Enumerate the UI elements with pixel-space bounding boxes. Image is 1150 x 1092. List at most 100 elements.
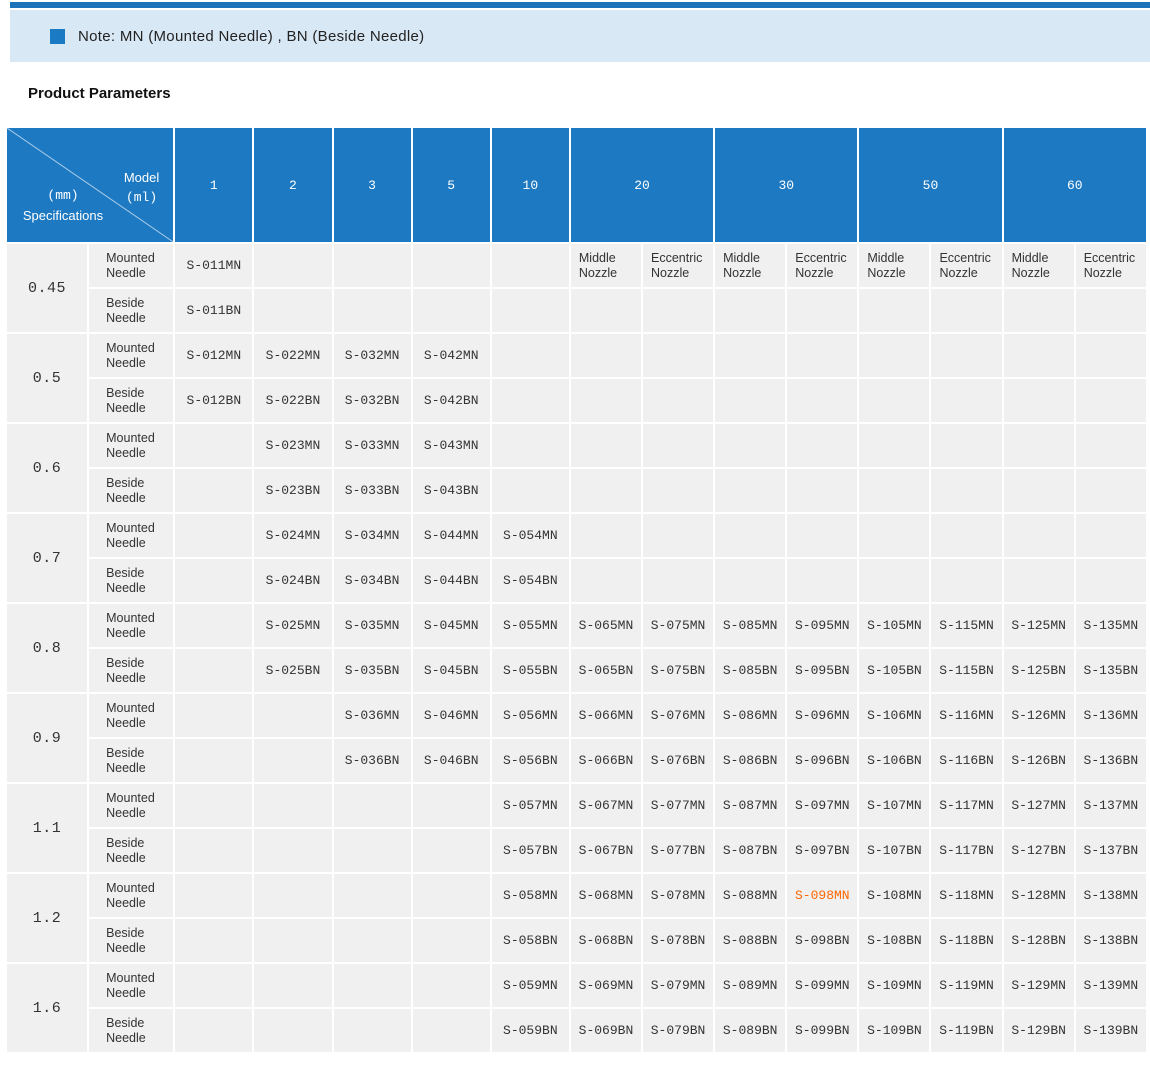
model-code-cell xyxy=(175,784,252,827)
model-code-cell xyxy=(1004,514,1074,557)
model-code-cell: S-138BN xyxy=(1076,919,1146,962)
ml-column-header: 30 xyxy=(715,128,857,242)
model-code-cell: S-057MN xyxy=(492,784,569,827)
model-code-cell xyxy=(859,514,929,557)
model-code-cell xyxy=(334,919,411,962)
needle-type-label: Mounted Needle xyxy=(89,514,173,557)
model-code-cell: S-033BN xyxy=(334,469,411,512)
spec-value: 1.6 xyxy=(7,964,87,1052)
model-code-cell: S-043BN xyxy=(413,469,490,512)
model-code-cell xyxy=(175,604,252,647)
model-code-cell: S-078BN xyxy=(643,919,713,962)
model-code-cell xyxy=(175,694,252,737)
model-code-cell xyxy=(334,289,411,332)
model-code-cell xyxy=(787,334,857,377)
model-code-cell xyxy=(492,379,569,422)
model-code-cell xyxy=(254,694,331,737)
model-code-cell xyxy=(175,1009,252,1052)
product-parameters-table: Model (ml) (mm) Specifications 123510203… xyxy=(5,126,1148,1054)
model-code-cell: S-107BN xyxy=(859,829,929,872)
model-code-cell: S-118BN xyxy=(931,919,1001,962)
model-code-cell: S-087BN xyxy=(715,829,785,872)
model-code-cell: S-032MN xyxy=(334,334,411,377)
model-code-cell xyxy=(492,289,569,332)
model-code-cell: S-069BN xyxy=(571,1009,641,1052)
needle-type-label: Beside Needle xyxy=(89,559,173,602)
nozzle-type-label: Eccentric Nozzle xyxy=(643,244,713,287)
model-code-cell xyxy=(175,649,252,692)
spec-value: 0.6 xyxy=(7,424,87,512)
model-code-cell: S-097BN xyxy=(787,829,857,872)
table-row: 1.2Mounted NeedleS-058MNS-068MNS-078MNS-… xyxy=(7,874,1146,917)
model-code-cell xyxy=(254,874,331,917)
model-code-cell xyxy=(254,739,331,782)
model-code-cell: S-058MN xyxy=(492,874,569,917)
model-code-cell: S-077MN xyxy=(643,784,713,827)
model-code-cell xyxy=(571,424,641,467)
model-code-cell xyxy=(492,469,569,512)
spec-value: 0.9 xyxy=(7,694,87,782)
model-code-cell xyxy=(175,829,252,872)
model-code-cell: S-066BN xyxy=(571,739,641,782)
model-code-cell: S-077BN xyxy=(643,829,713,872)
model-code-cell xyxy=(643,379,713,422)
model-code-cell xyxy=(175,874,252,917)
model-code-cell xyxy=(1004,379,1074,422)
model-code-cell: S-135MN xyxy=(1076,604,1146,647)
model-code-cell: S-033MN xyxy=(334,424,411,467)
model-code-cell xyxy=(1004,424,1074,467)
table-row: Beside NeedleS-024BNS-034BNS-044BNS-054B… xyxy=(7,559,1146,602)
model-code-cell: S-108BN xyxy=(859,919,929,962)
note-banner: Note: MN (Mounted Needle) , BN (Beside N… xyxy=(10,10,1150,62)
ml-column-header: 60 xyxy=(1004,128,1146,242)
model-code-cell: S-128MN xyxy=(1004,874,1074,917)
model-code-cell: S-129MN xyxy=(1004,964,1074,1007)
model-code-cell xyxy=(931,424,1001,467)
model-code-cell xyxy=(787,289,857,332)
table-row: 1.6Mounted NeedleS-059MNS-069MNS-079MNS-… xyxy=(7,964,1146,1007)
model-code-cell xyxy=(571,514,641,557)
model-code-cell: S-012MN xyxy=(175,334,252,377)
table-row: 1.1Mounted NeedleS-057MNS-067MNS-077MNS-… xyxy=(7,784,1146,827)
model-code-cell: S-086BN xyxy=(715,739,785,782)
model-code-cell xyxy=(787,469,857,512)
ml-column-header: 1 xyxy=(175,128,252,242)
model-code-cell: S-105MN xyxy=(859,604,929,647)
model-code-cell: S-045BN xyxy=(413,649,490,692)
table-row: 0.8Mounted NeedleS-025MNS-035MNS-045MNS-… xyxy=(7,604,1146,647)
needle-type-label: Beside Needle xyxy=(89,649,173,692)
needle-type-label: Beside Needle xyxy=(89,829,173,872)
model-code-cell xyxy=(859,289,929,332)
model-code-cell xyxy=(715,379,785,422)
model-code-cell: S-066MN xyxy=(571,694,641,737)
model-code-cell: S-024BN xyxy=(254,559,331,602)
model-code-cell: S-056BN xyxy=(492,739,569,782)
needle-type-label: Beside Needle xyxy=(89,919,173,962)
model-code-cell: S-116BN xyxy=(931,739,1001,782)
model-code-cell: S-011MN xyxy=(175,244,252,287)
spec-value: 0.7 xyxy=(7,514,87,602)
model-code-cell: S-056MN xyxy=(492,694,569,737)
model-code-cell: S-106BN xyxy=(859,739,929,782)
model-code-cell xyxy=(571,289,641,332)
table-row: Beside NeedleS-057BNS-067BNS-077BNS-087B… xyxy=(7,829,1146,872)
model-code-cell: S-095BN xyxy=(787,649,857,692)
model-code-cell xyxy=(931,289,1001,332)
needle-type-label: Mounted Needle xyxy=(89,874,173,917)
model-code-cell: S-046BN xyxy=(413,739,490,782)
model-code-cell xyxy=(859,334,929,377)
model-code-cell: S-079MN xyxy=(643,964,713,1007)
model-code-cell xyxy=(787,379,857,422)
model-code-cell xyxy=(175,514,252,557)
model-code-cell xyxy=(334,964,411,1007)
model-code-cell xyxy=(643,514,713,557)
model-code-cell xyxy=(334,1009,411,1052)
ml-column-header: 3 xyxy=(334,128,411,242)
nozzle-type-label: Middle Nozzle xyxy=(1004,244,1074,287)
nozzle-type-label: Middle Nozzle xyxy=(571,244,641,287)
model-code-cell xyxy=(413,829,490,872)
model-code-cell xyxy=(571,469,641,512)
spec-value: 0.45 xyxy=(7,244,87,332)
model-code-cell: S-012BN xyxy=(175,379,252,422)
model-code-cell xyxy=(334,784,411,827)
